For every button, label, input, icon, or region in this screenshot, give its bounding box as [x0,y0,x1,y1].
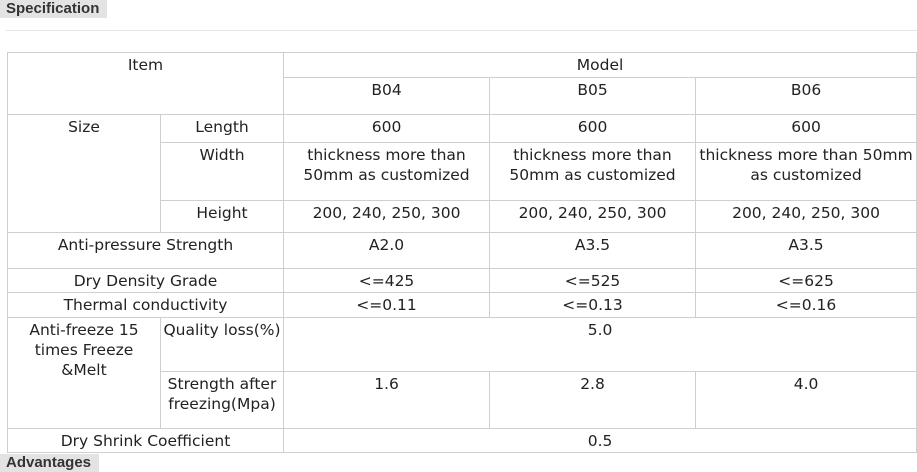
height-label: Height [159,200,285,233]
table-cell: A3.5 [695,232,917,269]
table-row: Strength after freezing(Mpa) 1.6 2.8 4.0 [8,371,917,429]
table-cell: thickness more than 50mm as customized [283,142,491,201]
table-cell: A2.0 [283,232,491,269]
table-cell: <=425 [283,268,491,293]
table-row: Item Model [6,52,917,115]
table-cell: 600 [283,114,491,143]
table-row: Height 200, 240, 250, 300 200, 240, 250,… [8,200,917,233]
table-cell: thickness more than 50mm as customized [489,142,697,201]
table-cell: <=0.13 [489,292,697,318]
table-cell: <=625 [695,268,917,293]
specification-heading: Specification [0,0,108,18]
table-cell: 600 [695,114,917,143]
table-cell: <=0.11 [283,292,491,318]
anti-pressure-label: Anti-pressure Strength [6,232,285,269]
size-label: Size [7,114,161,233]
model-b05: B05 [489,77,697,115]
width-label: Width [159,142,285,201]
table-row: B04 B05 B06 [8,77,917,115]
table-row: Dry Density Grade <=425 <=525 <=625 [6,268,917,293]
section-divider [6,30,917,31]
table-cell: 4.0 [695,371,917,429]
length-label: Length [159,114,285,143]
table-cell: 200, 240, 250, 300 [283,200,491,233]
table-cell: 5.0 [283,317,917,372]
strength-after-freezing-label: Strength after freezing(Mpa) [159,371,285,429]
table-cell: <=525 [489,268,697,293]
dry-shrink-label: Dry Shrink Coefficient [6,428,285,453]
table-cell: thickness more than 50mm as customized [695,142,917,201]
quality-loss-label: Quality loss(%) [159,317,285,372]
table-row: Dry Shrink Coefficient 0.5 [6,428,917,453]
model-header: Model [283,52,917,78]
anti-freeze-label: Anti-freeze 15 times Freeze &Melt [7,317,161,429]
table-cell: 200, 240, 250, 300 [489,200,697,233]
table-cell: 2.8 [489,371,697,429]
table-cell: 600 [489,114,697,143]
table-cell: 0.5 [283,428,917,453]
table-row: Anti-pressure Strength A2.0 A3.5 A3.5 [6,232,917,269]
table-row: Width thickness more than 50mm as custom… [8,142,917,201]
table-row: Anti-freeze 15 times Freeze &Melt Qualit… [7,317,917,429]
table-cell: 1.6 [283,371,491,429]
thermal-label: Thermal conductivity [6,292,285,318]
table-cell: 200, 240, 250, 300 [695,200,917,233]
table-row: Thermal conductivity <=0.11 <=0.13 <=0.1… [6,292,917,318]
advantages-heading: Advantages [0,454,100,472]
model-b06: B06 [695,77,917,115]
table-row: Size Length 600 600 600 [7,114,917,233]
item-header: Item [6,52,285,115]
dry-density-label: Dry Density Grade [6,268,285,293]
table-cell: <=0.16 [695,292,917,318]
specification-table: Item Model B04 B05 B06 Size Length 600 6… [6,52,917,453]
table-cell: A3.5 [489,232,697,269]
model-b04: B04 [283,77,491,115]
